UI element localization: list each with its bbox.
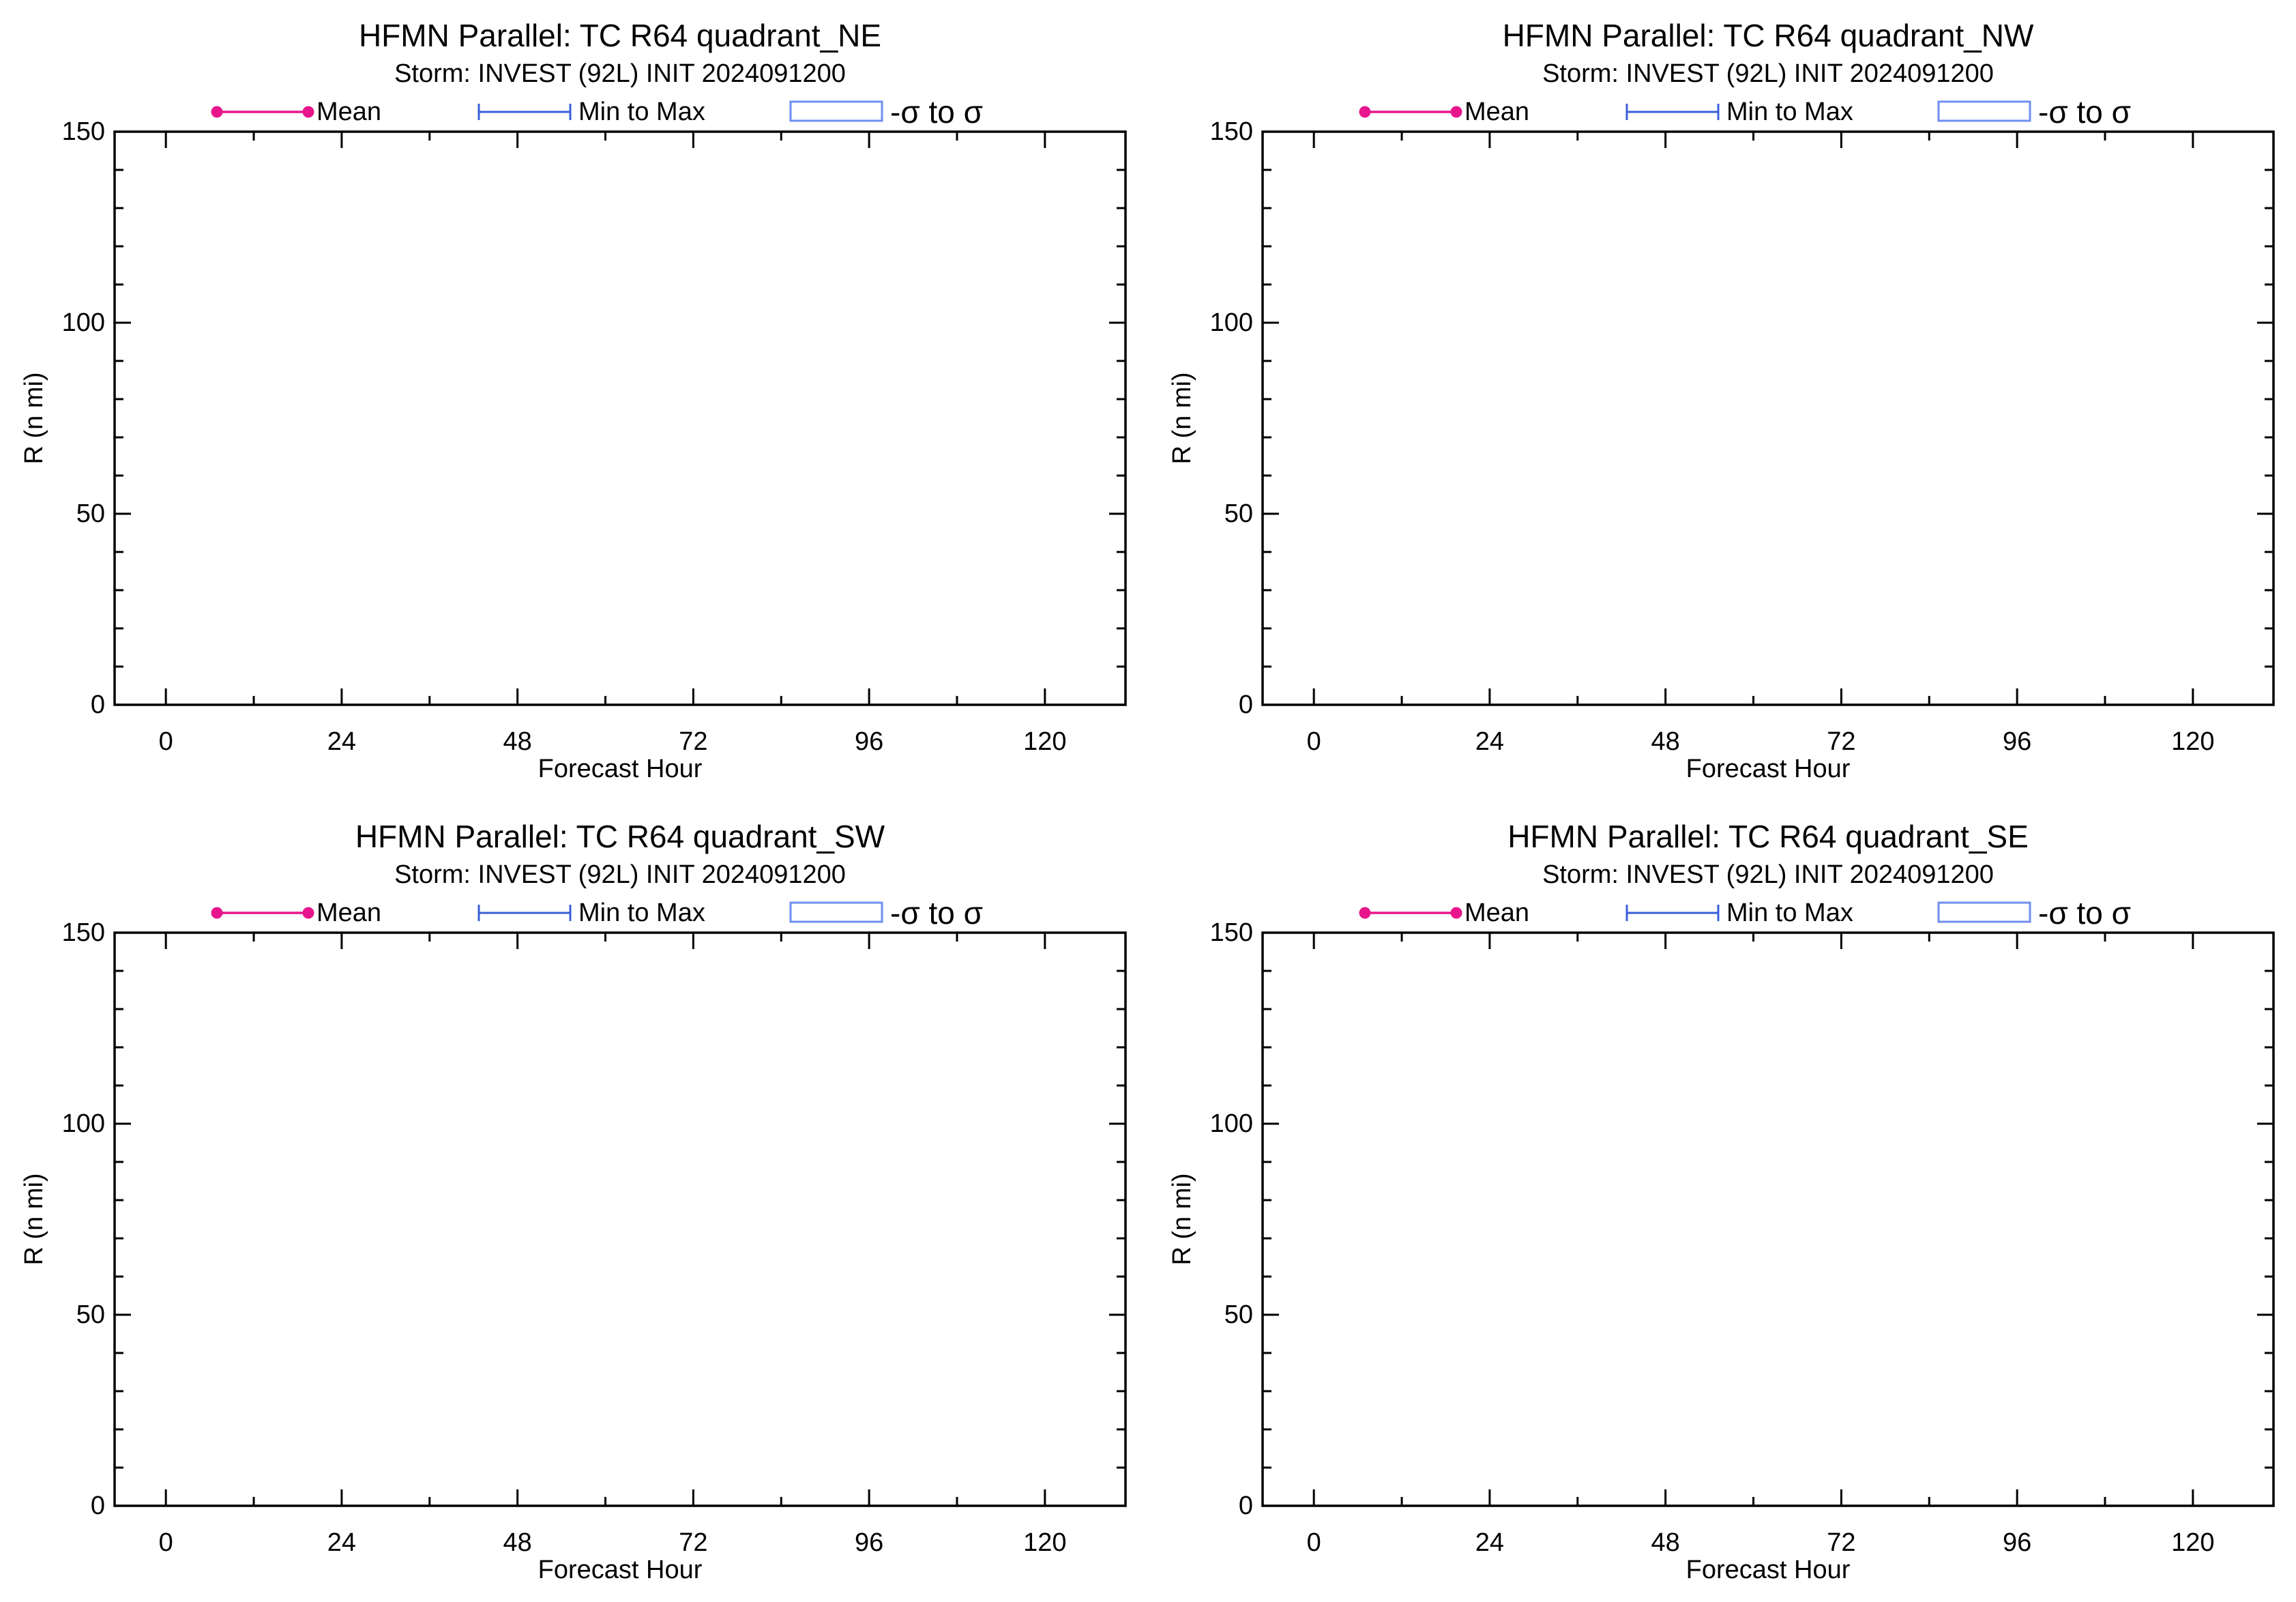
legend-mean-dot	[1359, 106, 1371, 118]
legend-label: -σ to σ	[890, 94, 983, 130]
legend-mean-dot	[211, 106, 223, 118]
chart-subtitle: Storm: INVEST (92L) INIT 2024091200	[1542, 860, 1994, 889]
legend-label: Min to Max	[578, 98, 705, 126]
x-tick-label: 0	[159, 1528, 173, 1557]
x-tick-label: 96	[2003, 1528, 2031, 1557]
y-tick-label: 150	[62, 117, 105, 146]
x-tick-label: 96	[855, 1528, 883, 1557]
legend-label: Min to Max	[1726, 98, 1853, 126]
x-axis-label: Forecast Hour	[1686, 1556, 1851, 1584]
y-tick-label: 50	[1224, 1300, 1253, 1329]
legend-label: Min to Max	[1726, 899, 1853, 927]
legend-label: -σ to σ	[2038, 895, 2131, 931]
legend-label: -σ to σ	[890, 895, 983, 931]
x-tick-label: 0	[1307, 727, 1321, 756]
x-tick-label: 0	[1307, 1528, 1321, 1557]
y-tick-label: 0	[91, 1491, 105, 1520]
legend-mean-dot	[302, 106, 314, 118]
chart-subtitle: Storm: INVEST (92L) INIT 2024091200	[394, 59, 846, 88]
chart-panel: HFMN Parallel: TC R64 quadrant_NW Storm: …	[1168, 18, 2275, 783]
legend-label: Mean	[1465, 98, 1529, 126]
y-tick-label: 100	[62, 1109, 105, 1138]
y-tick-label: 100	[1210, 308, 1253, 337]
plot-frame	[1261, 931, 2275, 1507]
chart-panel: HFMN Parallel: TC R64 quadrant_NE Storm: …	[20, 18, 1127, 783]
legend-mean-dot	[302, 907, 314, 919]
x-tick-label: 96	[2003, 727, 2031, 756]
y-axis-label: R (n mi)	[20, 1173, 48, 1265]
x-tick-label: 24	[327, 727, 356, 756]
x-tick-label: 120	[1023, 1528, 1066, 1557]
legend-label: Mean	[317, 899, 381, 927]
x-tick-label: 120	[2171, 1528, 2214, 1557]
x-tick-label: 72	[679, 1528, 707, 1557]
x-tick-label: 120	[1023, 727, 1066, 756]
legend-sigma-box	[1937, 100, 2031, 122]
chart-panel: HFMN Parallel: TC R64 quadrant_SW Storm: …	[20, 819, 1127, 1584]
x-tick-label: 48	[1651, 1528, 1680, 1557]
x-axis-label: Forecast Hour	[538, 1556, 703, 1584]
legend-mean-dot	[1450, 106, 1462, 118]
x-tick-label: 0	[159, 727, 173, 756]
x-tick-label: 48	[1651, 727, 1680, 756]
chart-title: HFMN Parallel: TC R64 quadrant_SE	[1507, 819, 2029, 854]
chart-title: HFMN Parallel: TC R64 quadrant_NE	[359, 18, 881, 53]
x-tick-label: 24	[327, 1528, 356, 1557]
plot-frame	[113, 931, 1127, 1507]
chart-subtitle: Storm: INVEST (92L) INIT 2024091200	[1542, 59, 1994, 88]
x-tick-label: 48	[503, 727, 532, 756]
y-tick-label: 50	[76, 1300, 105, 1329]
chart-legend: Mean Min to Max -σ to σ	[1359, 94, 2131, 130]
y-tick-label: 150	[1210, 918, 1253, 947]
legend-mean-dot	[1450, 907, 1462, 919]
legend-mean-dot	[211, 907, 223, 919]
x-tick-label: 48	[503, 1528, 532, 1557]
x-tick-label: 72	[1827, 1528, 1855, 1557]
y-tick-label: 150	[1210, 117, 1253, 146]
plot-frame	[1261, 130, 2275, 706]
chart-legend: Mean Min to Max -σ to σ	[211, 94, 983, 130]
plot-frame	[113, 130, 1127, 706]
y-tick-label: 50	[1224, 499, 1253, 528]
y-axis-label: R (n mi)	[20, 372, 48, 464]
legend-label: Mean	[1465, 899, 1529, 927]
x-tick-label: 72	[679, 727, 707, 756]
y-tick-label: 0	[1239, 690, 1253, 719]
y-axis-label: R (n mi)	[1168, 372, 1196, 464]
x-tick-label: 72	[1827, 727, 1855, 756]
x-axis-label: Forecast Hour	[1686, 755, 1851, 783]
chart-title: HFMN Parallel: TC R64 quadrant_NW	[1503, 18, 2034, 53]
legend-mean-dot	[1359, 907, 1371, 919]
x-tick-label: 120	[2171, 727, 2214, 756]
y-tick-label: 0	[91, 690, 105, 719]
x-tick-label: 24	[1475, 1528, 1504, 1557]
y-tick-label: 100	[1210, 1109, 1253, 1138]
y-axis-label: R (n mi)	[1168, 1173, 1196, 1265]
chart-legend: Mean Min to Max -σ to σ	[1359, 895, 2131, 931]
chart-legend: Mean Min to Max -σ to σ	[211, 895, 983, 931]
chart-subtitle: Storm: INVEST (92L) INIT 2024091200	[394, 860, 846, 889]
chart-panel: HFMN Parallel: TC R64 quadrant_SE Storm: …	[1168, 819, 2275, 1584]
legend-sigma-box	[789, 100, 883, 122]
legend-sigma-box	[789, 901, 883, 923]
legend-label: Min to Max	[578, 899, 705, 927]
x-tick-label: 24	[1475, 727, 1504, 756]
x-tick-label: 96	[855, 727, 883, 756]
y-tick-label: 100	[62, 308, 105, 337]
y-tick-label: 150	[62, 918, 105, 947]
chart-title: HFMN Parallel: TC R64 quadrant_SW	[355, 819, 885, 854]
legend-label: -σ to σ	[2038, 94, 2131, 130]
legend-sigma-box	[1937, 901, 2031, 923]
y-tick-label: 0	[1239, 1491, 1253, 1520]
legend-label: Mean	[317, 98, 381, 126]
y-tick-label: 50	[76, 499, 105, 528]
x-axis-label: Forecast Hour	[538, 755, 703, 783]
